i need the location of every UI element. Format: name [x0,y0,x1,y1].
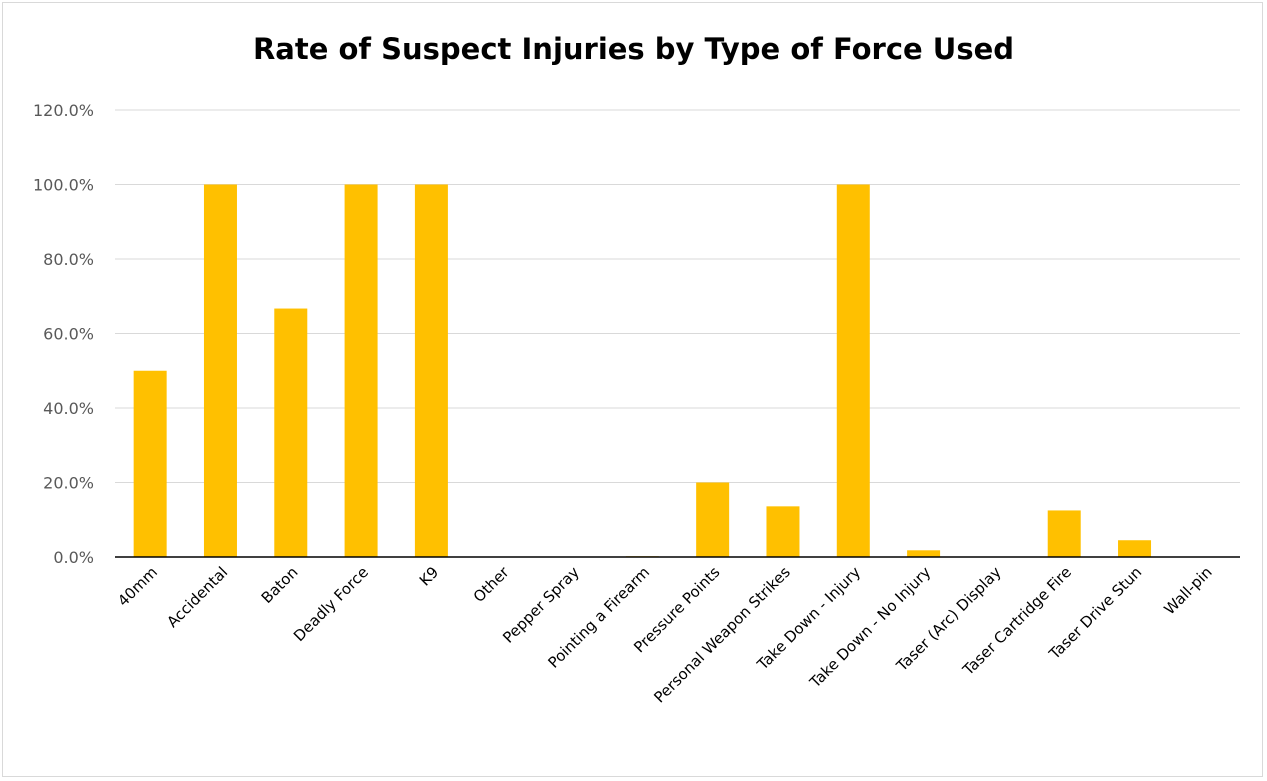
bar [1118,540,1152,557]
x-tick-label: K9 [416,563,442,589]
y-tick-label: 80.0% [43,250,94,269]
y-tick-label: 40.0% [43,399,94,418]
x-tick-label: Personal Weapon Strikes [650,563,794,707]
x-tick-label: Take Down - No Injury [806,563,935,692]
y-tick-label: 100.0% [33,176,94,195]
bar [274,308,308,557]
bar [1047,510,1081,557]
x-tick-label: 40mm [114,563,161,610]
bar [344,184,378,557]
x-tick-label: Wall-pin [1161,563,1216,618]
bar [203,184,237,557]
bar [836,184,870,557]
y-tick-label: 60.0% [43,325,94,344]
x-tick-label: Deadly Force [290,563,372,645]
bar [907,550,941,557]
x-tick-label: Baton [258,563,302,607]
chart-title: Rate of Suspect Injuries by Type of Forc… [252,32,1015,66]
bar [766,506,800,557]
bar [133,370,167,557]
y-tick-label: 20.0% [43,474,94,493]
bars [133,184,1152,557]
y-tick-labels: 0.0% 20.0% 40.0% 60.0% 80.0% 100.0% 120.0% [33,101,94,567]
y-tick-label: 120.0% [33,101,94,120]
x-tick-label: Other [470,563,513,606]
bar [414,184,448,557]
bar [696,482,730,557]
x-tick-label: Accidental [163,563,231,631]
y-tick-label: 0.0% [53,548,94,567]
